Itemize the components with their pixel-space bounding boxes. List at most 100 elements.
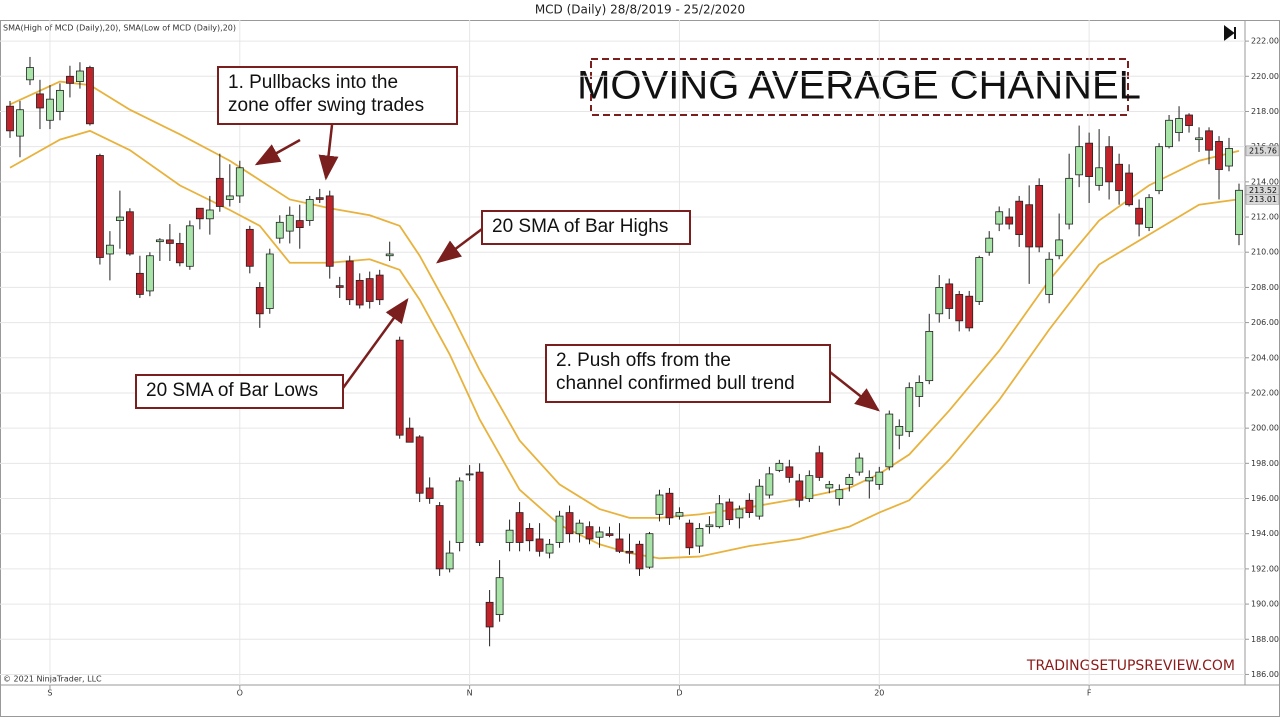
x-tick-label: N	[467, 689, 473, 698]
y-tick-label: 212.00	[1251, 213, 1279, 222]
indicator-label: SMA(High of MCD (Daily),20), SMA(Low of …	[3, 24, 236, 33]
y-tick-label: 186.00	[1251, 670, 1279, 679]
candle-body	[425, 487, 434, 499]
annotation-box	[481, 210, 691, 245]
arrow	[341, 297, 409, 389]
price-flag-label: 213.01	[1249, 195, 1277, 204]
candle-body	[275, 221, 284, 239]
candle-body	[315, 197, 324, 200]
candle-body	[935, 287, 944, 315]
annotation-box	[545, 344, 831, 403]
candle-body	[36, 93, 44, 109]
candle-body	[116, 216, 124, 221]
annotation-text: 20 SMA of Bar Lows	[146, 380, 318, 401]
candle-body	[1045, 258, 1054, 295]
candle-body	[355, 279, 364, 306]
candle-body	[155, 239, 164, 243]
candle-body	[915, 382, 924, 397]
y-tick-label: 210.00	[1251, 248, 1279, 257]
candle-body	[1225, 148, 1233, 167]
candle-body	[175, 243, 184, 264]
candle-body	[475, 471, 484, 543]
x-tick-label: 20	[874, 689, 884, 698]
annotation-text: 20 SMA of Bar Highs	[492, 216, 668, 237]
y-tick-label: 208.00	[1251, 283, 1279, 292]
candle-body	[1215, 140, 1223, 170]
candle-body	[985, 237, 994, 253]
candle-body	[715, 503, 724, 528]
candle-body	[495, 577, 504, 616]
candle-body	[1145, 197, 1153, 228]
x-tick-label: F	[1087, 689, 1092, 698]
candle-body	[755, 485, 764, 517]
candle-body	[825, 484, 834, 489]
candle-body	[26, 67, 34, 81]
y-tick-label: 198.00	[1251, 459, 1279, 468]
candle-body	[165, 239, 174, 244]
candle-body	[1125, 172, 1133, 206]
annotation-text: channel confirmed bull trend	[556, 373, 795, 394]
candle-body	[465, 473, 474, 476]
candle-body	[585, 526, 594, 540]
candle-body	[665, 492, 674, 519]
candle-body	[1015, 200, 1024, 236]
price-flag	[1245, 194, 1280, 205]
candle-body	[705, 524, 714, 528]
candle-body	[775, 462, 784, 471]
title-box	[590, 58, 1129, 116]
candle-body	[655, 494, 664, 515]
candle-body	[445, 552, 454, 570]
candle-body	[995, 211, 1004, 225]
arrows	[254, 124, 880, 412]
candle-body	[1195, 137, 1203, 141]
candle-body	[1035, 184, 1044, 248]
candle-body	[1095, 167, 1104, 186]
candle-body	[1085, 142, 1094, 177]
candle-body	[185, 225, 194, 267]
x-tick-label: D	[676, 689, 682, 698]
y-tick-label: 222.00	[1251, 37, 1279, 46]
candle-body	[395, 339, 404, 436]
candle-body	[905, 387, 914, 433]
candle-body	[415, 436, 424, 494]
candle-body	[895, 425, 904, 436]
candle-body	[235, 167, 244, 197]
annotation-text: 1. Pullbacks into the	[228, 72, 398, 93]
sma-line	[9, 80, 1240, 519]
y-tick-label: 200.00	[1251, 424, 1279, 433]
annotation-text: zone offer swing trades	[228, 95, 424, 116]
arrow	[829, 371, 880, 412]
candle-body	[485, 601, 494, 628]
candle-body	[1135, 207, 1143, 225]
candle-body	[1165, 119, 1173, 148]
candle-body	[975, 257, 984, 302]
candle-body	[125, 211, 134, 255]
candle-body	[625, 550, 634, 554]
y-tick-label: 194.00	[1251, 529, 1279, 538]
candle-body	[505, 529, 514, 543]
candle-body	[106, 244, 114, 255]
candle-body	[345, 260, 354, 301]
candle-body	[385, 253, 394, 257]
candle-body	[295, 220, 304, 228]
candle-body	[1175, 118, 1183, 133]
price-flag	[1245, 145, 1280, 157]
candle-body	[595, 531, 604, 538]
candle-body	[685, 522, 694, 549]
candle-body	[795, 480, 804, 501]
candle-body	[965, 295, 974, 329]
candle-body	[135, 272, 144, 295]
copyright: © 2021 NinjaTrader, LLC	[3, 675, 102, 684]
annotation-text: 2. Push offs from the	[556, 350, 731, 371]
candle-body	[66, 75, 74, 84]
candle-body	[405, 427, 414, 443]
candle-body	[46, 98, 54, 121]
chart-title: MOVING AVERAGE CHANNEL	[577, 64, 1141, 108]
candle-body	[535, 538, 544, 552]
scroll-end-icon[interactable]	[1224, 25, 1236, 41]
header: MCD (Daily) 28/8/2019 - 25/2/2020	[535, 3, 745, 17]
y-tick-label: 218.00	[1251, 107, 1279, 116]
y-tick-label: 214.00	[1251, 177, 1279, 186]
candle-body	[565, 512, 574, 535]
candle-body	[225, 195, 234, 200]
